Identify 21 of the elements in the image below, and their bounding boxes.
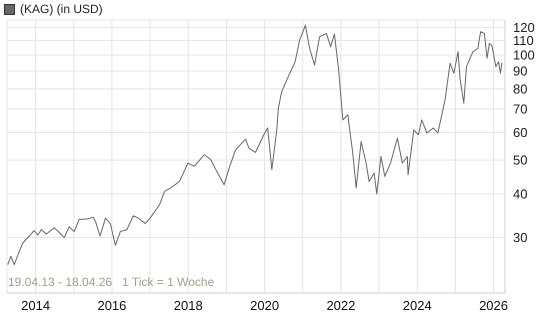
x-tick-label: 2018 xyxy=(174,298,203,314)
x-tick-label: 2024 xyxy=(402,298,432,314)
annotation: 1 Tick = 1 Woche xyxy=(122,275,214,289)
y-tick-label: 30 xyxy=(513,230,528,246)
annotation: 19.04.13 - 18.04.26 xyxy=(8,275,112,289)
y-tick-label: 120 xyxy=(513,20,535,36)
x-tick-label: 2014 xyxy=(21,298,50,314)
y-tick-label: 80 xyxy=(513,81,528,96)
y-tick-label: 40 xyxy=(513,186,528,202)
y-tick-label: 70 xyxy=(513,102,528,117)
y-tick-label: 50 xyxy=(513,152,528,168)
legend-label: (KAG) (in USD) xyxy=(20,2,103,16)
x-tick-label: 2022 xyxy=(326,298,356,314)
x-tick-label: 2026 xyxy=(479,298,508,314)
y-tick-label: 100 xyxy=(513,48,535,63)
x-tick-label: 2020 xyxy=(250,298,280,314)
y-tick-label: 90 xyxy=(513,64,528,79)
x-tick-label: 2016 xyxy=(97,298,126,314)
y-tick-label: 110 xyxy=(513,33,534,48)
line-series xyxy=(7,24,502,266)
y-tick-label: 60 xyxy=(513,125,528,140)
